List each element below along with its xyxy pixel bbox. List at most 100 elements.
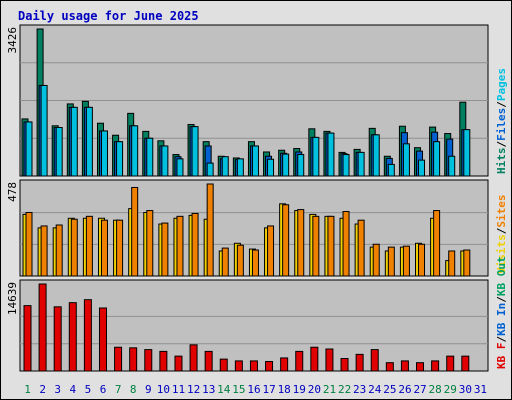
bar-pages-day-27	[418, 159, 426, 177]
bar-pages-day-17	[267, 158, 275, 177]
bar-kbf-day-12	[189, 344, 198, 372]
x-tick-label-day-19: 19	[293, 383, 306, 396]
bar-pages-day-2	[40, 84, 48, 177]
x-tick-label-day-17: 17	[262, 383, 275, 396]
x-tick-label-day-24: 24	[368, 383, 382, 396]
bar-kbf-day-18	[280, 357, 289, 372]
x-tick-label-day-10: 10	[157, 383, 170, 396]
bar-kbf-day-7	[114, 346, 123, 372]
legend-separator: /	[495, 101, 508, 108]
bar-pages-day-6	[100, 130, 108, 177]
bar-kbf-day-14	[219, 358, 228, 372]
bar-pages-day-12	[191, 126, 199, 177]
x-tick-label-day-29: 29	[444, 383, 457, 396]
bar-pages-day-23	[357, 151, 365, 177]
legend-entry-pages: Pages	[495, 68, 508, 101]
bar-pages-day-11	[176, 158, 184, 177]
x-tick-label-day-4: 4	[70, 383, 77, 396]
x-tick-label-day-18: 18	[278, 383, 291, 396]
series-pages	[25, 84, 471, 177]
x-tick-label-day-1: 1	[24, 383, 31, 396]
bar-sites-day-5	[85, 215, 93, 277]
x-tick-label-day-9: 9	[145, 383, 152, 396]
bar-kbf-day-21	[325, 348, 334, 372]
x-tick-label-day-23: 23	[353, 383, 366, 396]
bar-pages-day-3	[55, 127, 63, 177]
bar-kbf-day-5	[83, 299, 92, 372]
bar-kbf-day-15	[234, 360, 243, 372]
bar-kbf-day-17	[265, 360, 274, 372]
bar-sites-day-21	[327, 215, 335, 277]
bar-sites-day-18	[282, 204, 290, 277]
x-tick-label-day-15: 15	[232, 383, 245, 396]
bar-kbf-day-27	[416, 362, 425, 372]
panel-visits-sites: 478 Visits/Sites	[6, 179, 508, 277]
bar-pages-day-7	[116, 141, 124, 177]
bar-pages-day-13	[206, 162, 214, 177]
bar-kbf-day-3	[53, 306, 62, 372]
bar-pages-day-26	[402, 143, 410, 177]
x-tick-label-day-27: 27	[413, 383, 426, 396]
bar-sites-day-10	[161, 222, 169, 277]
bar-pages-day-8	[131, 125, 139, 177]
bar-sites-day-14	[221, 247, 229, 277]
bar-pages-day-22	[342, 154, 350, 177]
graph-title: Daily usage for June 2025	[18, 9, 199, 23]
bar-sites-day-16	[251, 249, 259, 277]
bar-pages-day-20	[312, 136, 320, 177]
bar-sites-day-11	[176, 215, 184, 277]
bar-sites-day-30	[463, 249, 471, 277]
bar-sites-day-4	[70, 218, 78, 277]
bar-sites-day-3	[55, 224, 63, 277]
bar-pages-day-14	[221, 156, 229, 177]
x-tick-label-day-5: 5	[85, 383, 92, 396]
bar-kbf-day-28	[431, 360, 440, 372]
bar-sites-day-6	[100, 219, 108, 277]
bar-kbf-day-10	[159, 350, 168, 372]
bar-pages-day-4	[70, 106, 78, 177]
bar-sites-day-29	[448, 250, 456, 277]
bar-sites-day-28	[433, 210, 441, 277]
series-sites	[25, 183, 471, 277]
bar-pages-day-25	[387, 163, 395, 177]
legend-separator: /	[495, 336, 508, 343]
x-tick-label-day-21: 21	[323, 383, 336, 396]
bar-kbf-day-24	[370, 349, 379, 372]
legend-hits-files-pages: Hits/Files/Pages	[495, 68, 508, 174]
bar-sites-day-22	[342, 211, 350, 277]
legend-separator: /	[495, 296, 508, 303]
bar-sites-day-15	[236, 244, 244, 277]
legend-entry-sites: Sites	[495, 195, 508, 228]
bar-sites-day-25	[387, 246, 395, 277]
x-tick-label-day-31: 31	[474, 383, 487, 396]
bar-pages-day-10	[161, 145, 169, 177]
bar-sites-day-8	[131, 186, 139, 277]
bar-kbf-day-2	[38, 283, 47, 372]
y-max-label: 3426	[6, 27, 19, 54]
x-tick-label-day-11: 11	[172, 383, 185, 396]
legend-kbytes: KB F/KB In/KB Out	[495, 256, 508, 369]
bar-sites-day-9	[146, 210, 154, 277]
legend-entry-kbout: KB Out	[495, 256, 508, 296]
bar-pages-day-18	[282, 153, 290, 177]
bar-sites-day-19	[297, 209, 305, 277]
bar-sites-day-1	[25, 211, 33, 277]
bar-pages-day-21	[327, 132, 335, 177]
legend-entry-hits: Hits	[495, 148, 508, 175]
bar-kbf-day-13	[204, 350, 213, 372]
x-axis-labels: 1 2 3 4 5 6 7 8 9 10 11 12 13 14 15 16 17 18 19 20 21 22 23 24 2…	[24, 383, 487, 396]
x-tick-label-day-8: 8	[130, 383, 137, 396]
bar-pages-day-15	[236, 158, 244, 177]
bar-kbf-day-9	[144, 349, 153, 372]
bar-sites-day-13	[206, 183, 214, 277]
bar-pages-day-19	[297, 154, 305, 177]
bar-sites-day-24	[372, 243, 380, 277]
bar-kbf-day-22	[340, 358, 349, 372]
bar-pages-day-16	[251, 145, 259, 177]
bar-pages-day-30	[463, 129, 471, 177]
bar-kbf-day-20	[310, 346, 319, 372]
